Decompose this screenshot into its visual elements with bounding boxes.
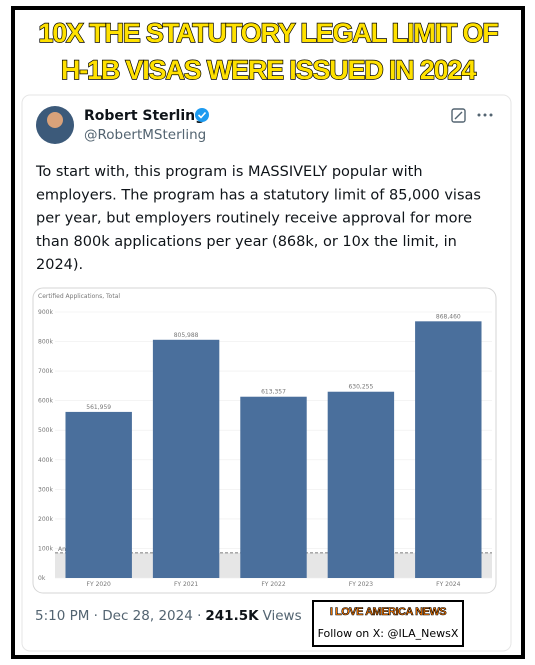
y-tick-label: 500k: [38, 427, 53, 434]
value-label: 868,460: [436, 313, 461, 320]
tweet-text-line: per year, but employers routinely receiv…: [36, 211, 472, 227]
brand-box: [312, 600, 464, 647]
y-tick-label: 700k: [38, 368, 53, 375]
y-tick-label: 100k: [38, 545, 53, 552]
tweet-text-line: 2024).: [36, 257, 83, 273]
value-label: 805,988: [174, 332, 199, 339]
y-tick-label: 300k: [38, 486, 53, 493]
views-count: 241.5K: [205, 608, 259, 624]
x-tick-label: FY 2023: [349, 581, 373, 588]
more-icon[interactable]: [477, 113, 493, 117]
chart-title: Certified Applications, Total: [38, 293, 120, 300]
grok-icon[interactable]: [451, 108, 466, 123]
bar: [415, 321, 482, 578]
avatar-face: [47, 112, 63, 128]
verified-badge: [195, 108, 209, 122]
handle[interactable]: @RobertMSterling: [84, 127, 206, 143]
tweet-text-line: than 800k applications per year (868k, o…: [36, 234, 457, 250]
value-label: 613,357: [261, 389, 286, 396]
bar: [65, 411, 132, 578]
author-name[interactable]: Robert Sterling: [84, 108, 205, 124]
y-tick-label: 200k: [38, 516, 53, 523]
x-tick-label: FY 2024: [436, 581, 460, 588]
y-tick-label: 600k: [38, 398, 53, 405]
tweet-text-line: To start with, this program is MASSIVELY…: [35, 164, 423, 180]
x-tick-label: FY 2022: [261, 581, 285, 588]
bar: [152, 339, 220, 578]
y-tick-label: 400k: [38, 457, 53, 464]
verified-check: [197, 111, 207, 119]
bar: [240, 396, 307, 578]
y-tick-label: 800k: [38, 339, 53, 346]
brand: I LOVE AMERICA NEWS: [330, 606, 446, 618]
bar: [327, 391, 395, 578]
value-label: 630,255: [348, 384, 373, 391]
value-label: 561,959: [86, 404, 111, 411]
x-tick-label: FY 2020: [87, 581, 111, 588]
headline: 10X THE STATUTORY LEGAL LIMIT OF: [38, 18, 498, 48]
views-label: Views: [263, 608, 302, 624]
headline: H-1B VISAS WERE ISSUED IN 2024: [61, 55, 476, 85]
follow: Follow on X: @ILA_NewsX: [318, 627, 459, 640]
tweet-text-line: employers. The program has a statutory l…: [36, 187, 481, 203]
x-tick-label: FY 2021: [174, 581, 198, 588]
grok-icon-slash: [454, 111, 463, 120]
y-tick-label: 0k: [38, 575, 46, 582]
timestamp[interactable]: 5:10 PM · Dec 28, 2024 ·: [35, 608, 201, 624]
y-tick-label: 900k: [38, 309, 53, 316]
